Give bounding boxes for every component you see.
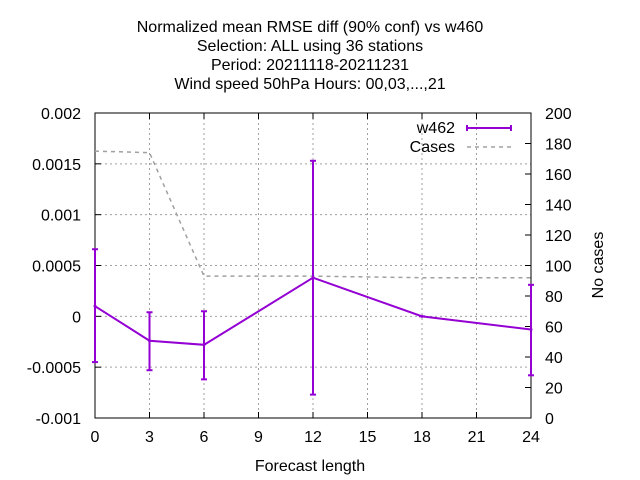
x-axis-label: Forecast length xyxy=(255,458,365,475)
title-line-1: Normalized mean RMSE diff (90% conf) vs … xyxy=(137,19,484,36)
y-tick-label: 0.0015 xyxy=(32,157,81,174)
y-tick-label: 0.0005 xyxy=(32,259,81,276)
data-point-w462 xyxy=(148,339,151,343)
y2-tick-label: 20 xyxy=(545,381,563,398)
data-point-w462 xyxy=(202,343,206,347)
y-tick-label: -0.001 xyxy=(36,411,81,428)
title-line-4: Wind speed 50hPa Hours: 00,03,...,21 xyxy=(174,76,445,93)
y-tick-label: 0.001 xyxy=(41,208,81,225)
data-point-w462 xyxy=(420,314,424,318)
title-line-3: Period: 20211118-20211231 xyxy=(211,57,409,74)
axis-ticks: 0 3 6 9 12 15 18 21 24 -0.001 -0.0005 0 0.0005 0.001 0… xyxy=(27,106,572,446)
y-tick-label: 0.002 xyxy=(41,106,81,123)
x-tick-label: 21 xyxy=(468,429,486,446)
series-line-cases xyxy=(94,150,531,279)
series-line-w462 xyxy=(94,276,532,346)
y2-tick-label: 80 xyxy=(545,289,563,306)
x-tick-label: 9 xyxy=(254,429,263,446)
legend: w462 Cases xyxy=(410,120,512,156)
x-tick-label: 12 xyxy=(304,429,322,446)
legend-label-w462: w462 xyxy=(416,120,455,137)
y2-tick-label: 40 xyxy=(545,350,563,367)
series-layer xyxy=(92,150,534,396)
data-point-w462 xyxy=(311,276,315,280)
y2-tick-label: 60 xyxy=(545,320,563,337)
x-tick-label: 6 xyxy=(200,429,209,446)
y2-tick-label: 180 xyxy=(545,137,572,154)
x-tick-label: 0 xyxy=(91,429,100,446)
y2-tick-label: 200 xyxy=(545,106,572,123)
data-point-w462 xyxy=(529,328,533,332)
x-tick-label: 15 xyxy=(359,429,377,446)
x-tick-label: 18 xyxy=(413,429,431,446)
y-tick-label: -0.0005 xyxy=(27,360,81,377)
y2-axis-label: No cases xyxy=(590,232,607,299)
y2-tick-label: 0 xyxy=(545,411,554,428)
y2-tick-label: 100 xyxy=(545,259,572,276)
y2-tick-label: 160 xyxy=(545,167,572,184)
x-tick-label: 3 xyxy=(145,429,154,446)
x-tick-label: 24 xyxy=(522,429,540,446)
y2-tick-label: 120 xyxy=(545,228,572,245)
data-point-w462 xyxy=(93,304,97,308)
y-tick-label: 0 xyxy=(72,309,81,326)
legend-label-cases: Cases xyxy=(410,139,455,156)
y2-tick-label: 140 xyxy=(545,198,572,215)
chart-title: Normalized mean RMSE diff (90% conf) vs … xyxy=(137,19,484,93)
title-line-2: Selection: ALL using 36 stations xyxy=(197,38,423,55)
